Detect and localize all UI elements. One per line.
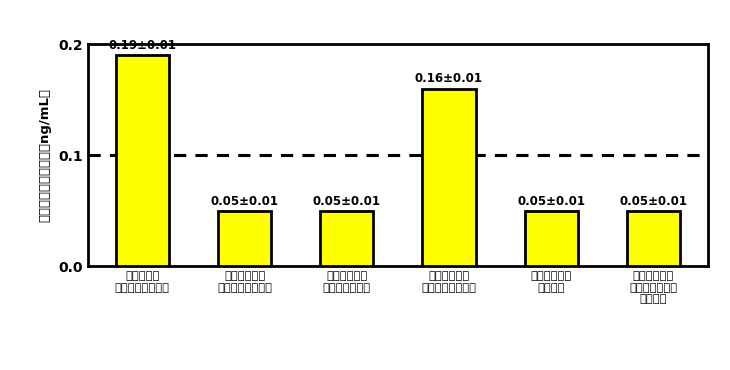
Text: 0.05±0.01: 0.05±0.01	[619, 195, 688, 208]
Text: 0.19±0.01: 0.19±0.01	[108, 39, 177, 52]
Text: 0.05±0.01: 0.05±0.01	[210, 195, 279, 208]
Text: 糖尿病ラット
（コントロール）: 糖尿病ラット （コントロール）	[217, 271, 272, 293]
Bar	[116, 56, 169, 266]
Text: 0.16±0.01: 0.16±0.01	[415, 73, 483, 85]
Text: 正常ラット
（コントロール）: 正常ラット （コントロール）	[115, 271, 170, 293]
Text: 糖尿病ラット
（バッファロー
ミルク）: 糖尿病ラット （バッファロー ミルク）	[629, 271, 677, 305]
Y-axis label: 血潏インスリン濃度（ng/mL）: 血潏インスリン濃度（ng/mL）	[38, 88, 51, 222]
Text: 糖尿病ラット
（牛乳）: 糖尿病ラット （牛乳）	[531, 271, 572, 293]
Bar	[627, 211, 680, 266]
Bar	[218, 211, 271, 266]
Text: 0.05±0.01: 0.05±0.01	[517, 195, 585, 208]
Text: 糖尿病ラット
（ヤギミルク）: 糖尿病ラット （ヤギミルク）	[323, 271, 371, 293]
Text: 糖尿病ラット
（ラクダミルク）: 糖尿病ラット （ラクダミルク）	[421, 271, 477, 293]
Bar	[525, 211, 577, 266]
Bar	[423, 89, 475, 266]
Text: 0.05±0.01: 0.05±0.01	[312, 195, 381, 208]
Bar	[320, 211, 373, 266]
